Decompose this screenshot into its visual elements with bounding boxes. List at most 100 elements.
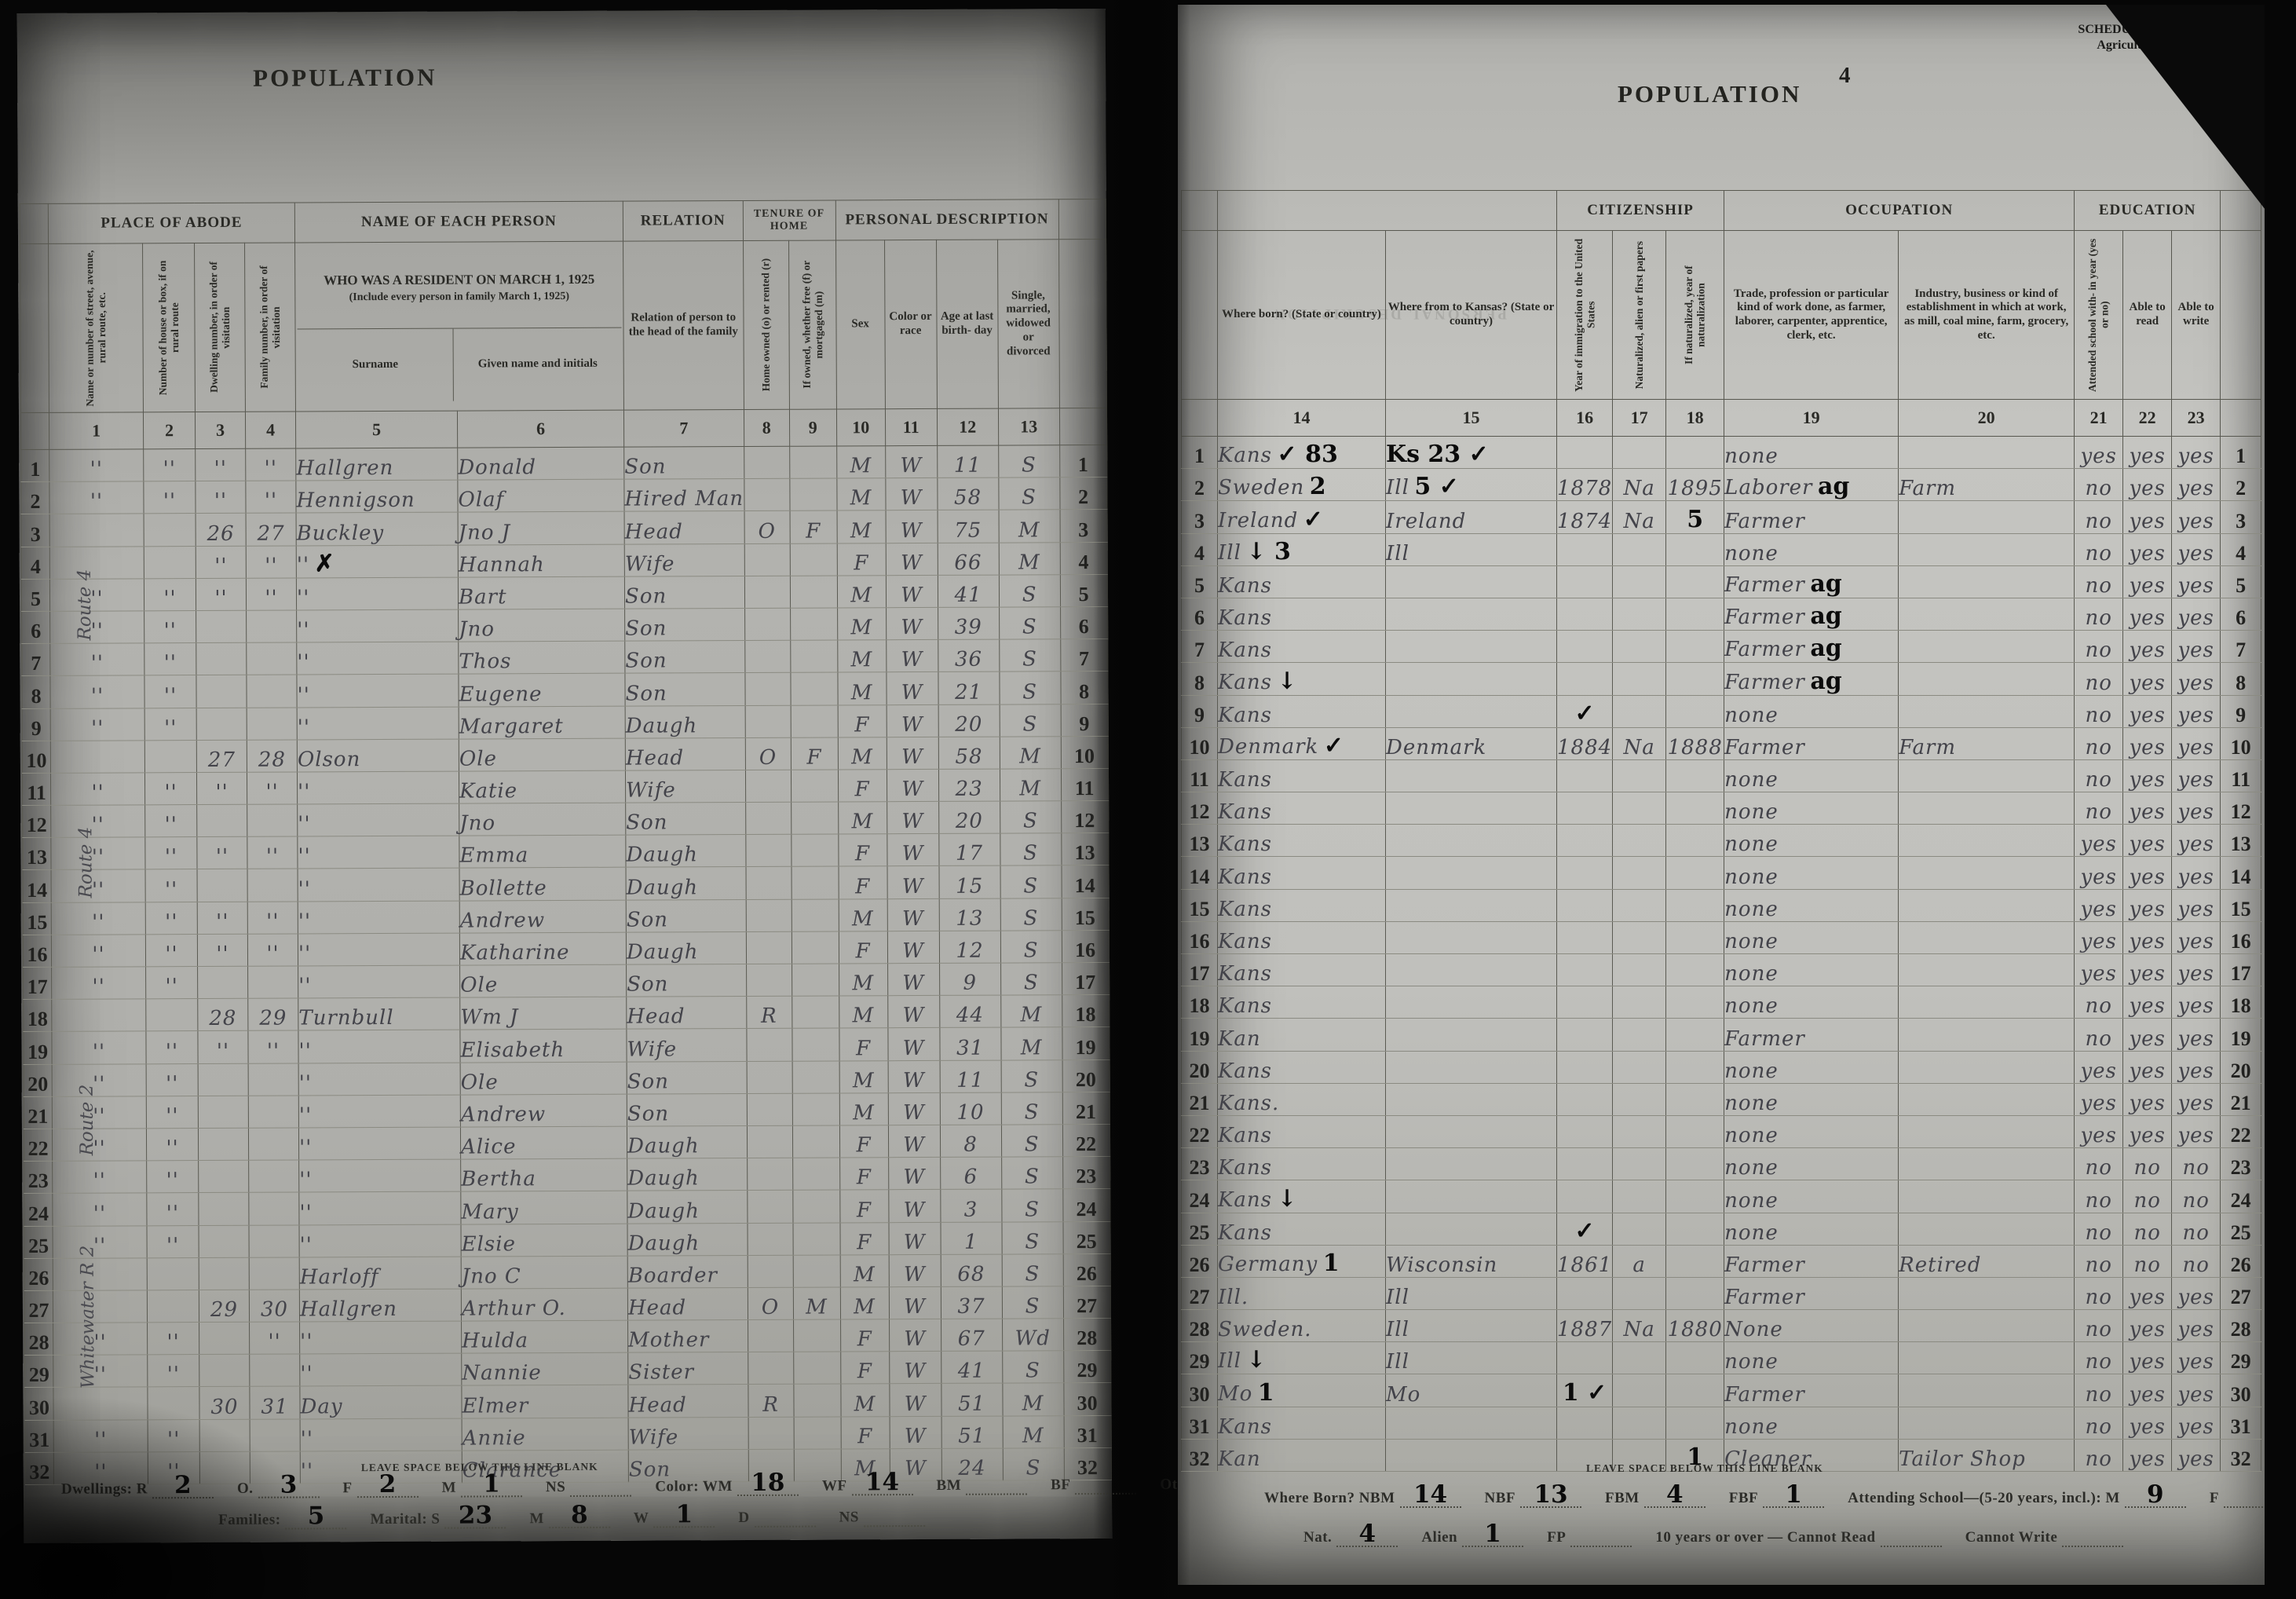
cell-c2: '' — [144, 610, 196, 643]
footer-tally: Where Born? NBM 14 — [1264, 1483, 1461, 1508]
footer-tally: BM — [936, 1471, 1028, 1495]
corner-shadow — [0, 1395, 338, 1599]
cell-born: Kans — [1217, 1050, 1386, 1084]
cell-c3: '' — [195, 448, 246, 481]
cell-f — [792, 996, 839, 1029]
row-number: 28 — [2220, 1309, 2262, 1343]
cell-trade: none — [1724, 953, 1899, 987]
cell-sex: F — [838, 866, 887, 899]
row-number: 15 — [23, 902, 52, 935]
cell-race: W — [885, 445, 938, 478]
cell-rel: Head — [627, 1384, 748, 1418]
cell-c3 — [198, 1224, 250, 1258]
cell-imm — [1556, 597, 1614, 631]
cell-giv: Ole — [460, 1061, 627, 1095]
cell-c3: 29 — [199, 1290, 250, 1323]
cell-rd: yes — [2122, 1438, 2173, 1473]
cell-trade: none — [1724, 694, 1899, 728]
cell-age: 51 — [941, 1383, 1003, 1417]
cell-rel: Son — [623, 446, 744, 480]
cell-race: W — [887, 1027, 940, 1061]
cell-trade: None — [1724, 1309, 1899, 1343]
population-table-right: CITIZENSHIP OCCUPATION EDUCATION Where b… — [1181, 190, 2262, 1473]
cell-o — [744, 478, 790, 511]
cell-age: 12 — [938, 930, 1001, 964]
cell-c2: '' — [146, 1192, 199, 1226]
cell-giv: Olaf — [457, 479, 625, 513]
row-number: 4 — [21, 546, 50, 580]
cell-c4: '' — [246, 577, 297, 611]
cell-sex: F — [836, 543, 886, 576]
cell-trade: none — [1724, 920, 1899, 955]
cell-ind — [1898, 1147, 2075, 1181]
leave-space-note-left: LEAVE SPACE BELOW THIS LINE BLANK — [360, 1460, 598, 1474]
cell-wr: yes — [2171, 1406, 2221, 1440]
footer-tally: 10 years or over — Cannot Read — [1655, 1529, 1942, 1547]
cell-from: Denmark — [1385, 726, 1557, 760]
table-row: 22 Kans none yes yes yes 22 — [1181, 1114, 2262, 1149]
cell-sur: '' — [298, 900, 460, 934]
cell-race: W — [888, 1254, 941, 1287]
cell-c2: '' — [144, 836, 198, 870]
cell-imm — [1556, 630, 1614, 664]
cell-c2: '' — [146, 1063, 199, 1096]
cell-rel: Daugh — [627, 1190, 748, 1224]
cell-nat — [1612, 662, 1667, 696]
cell-born: Kans — [1217, 630, 1386, 664]
cell-sex: F — [839, 1190, 889, 1223]
footer-tally: NS — [546, 1473, 632, 1497]
cell-c4: '' — [247, 901, 298, 935]
row-number: 13 — [2220, 824, 2262, 858]
cell-naty — [1665, 1082, 1725, 1116]
table-row: 12 Kans none no yes yes 12 — [1181, 792, 2262, 825]
cell-from — [1385, 1050, 1557, 1084]
cell-from — [1385, 662, 1557, 696]
cell-mar: S — [998, 574, 1061, 608]
row-number: 23 — [24, 1161, 53, 1194]
cell-trade: Farmer — [1724, 1374, 1899, 1407]
cell-sex: M — [840, 1384, 890, 1417]
cell-from — [1385, 759, 1557, 793]
cell-rel: Head — [624, 510, 744, 544]
cell-rd: no — [2122, 1212, 2173, 1246]
cell-nat — [1612, 1341, 1667, 1375]
table-row: 4 Ill ↓ 3 Ill none no yes yes 4 — [1181, 532, 2262, 566]
footer-tally: Nat. 4 — [1303, 1522, 1398, 1547]
cell-rel: Head — [626, 996, 747, 1030]
torn-corner — [2106, 5, 2271, 217]
cell-c2: '' — [145, 966, 198, 1000]
cell-rel: Boarder — [627, 1255, 748, 1289]
cell-wr: yes — [2171, 662, 2221, 696]
cell-from: Ill — [1385, 1309, 1557, 1343]
cell-from — [1385, 792, 1557, 825]
row-number: 8 — [2220, 662, 2262, 696]
cell-trade: Farmer — [1724, 1018, 1899, 1052]
cell-naty — [1665, 1244, 1725, 1278]
cell-rel: Daugh — [627, 1158, 748, 1191]
cell-rd: yes — [2122, 824, 2173, 858]
cell-ind — [1898, 1050, 2075, 1084]
cell-sur: '' — [299, 1353, 462, 1387]
table-row: 6 Kans Farmer ag no yes yes 6 — [1181, 597, 2262, 631]
cell-imm: 1878 — [1556, 468, 1614, 502]
cell-race: W — [887, 833, 939, 867]
cell-born: Kans — [1217, 759, 1386, 793]
cell-trade: none — [1724, 532, 1899, 566]
group-occupation: OCCUPATION — [1724, 190, 2075, 231]
cell-sch: no — [2074, 694, 2124, 728]
cell-sch: no — [2074, 597, 2124, 631]
cell-mar: S — [1000, 865, 1062, 898]
cell-sex: F — [839, 1222, 889, 1255]
cell-c2 — [145, 998, 198, 1032]
table-row: 21 '' '' '' Andrew Son M W 10 S 21 — [24, 1092, 1110, 1129]
cell-o — [748, 1319, 794, 1352]
cell-o — [744, 640, 791, 673]
cell-born: Ill. — [1217, 1276, 1386, 1311]
cell-c2: '' — [146, 1225, 199, 1258]
cell-imm — [1556, 824, 1614, 858]
cell-rel: Son — [626, 964, 747, 997]
cell-trade: Farmer ag — [1724, 597, 1899, 631]
header-relation: Relation of person to the head of the fa… — [623, 240, 744, 411]
row-number: 20 — [24, 1063, 53, 1097]
cell-f — [789, 445, 837, 479]
